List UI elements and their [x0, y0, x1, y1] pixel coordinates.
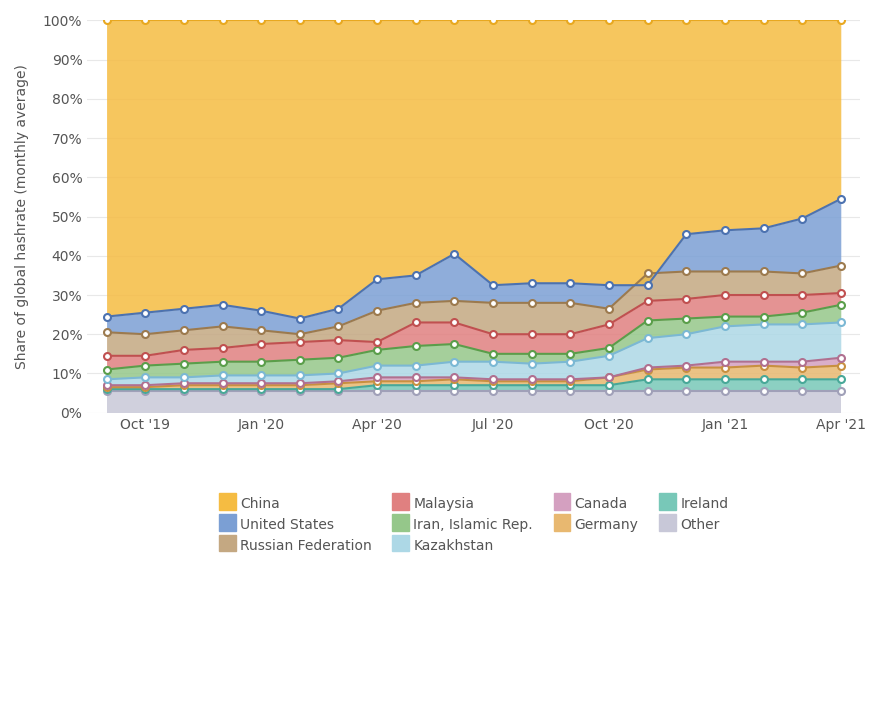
Y-axis label: Share of global hashrate (monthly average): Share of global hashrate (monthly averag… [15, 64, 29, 369]
Legend: China, United States, Russian Federation, Malaysia, Iran, Islamic Rep., Kazakhst: China, United States, Russian Federation… [212, 490, 736, 560]
